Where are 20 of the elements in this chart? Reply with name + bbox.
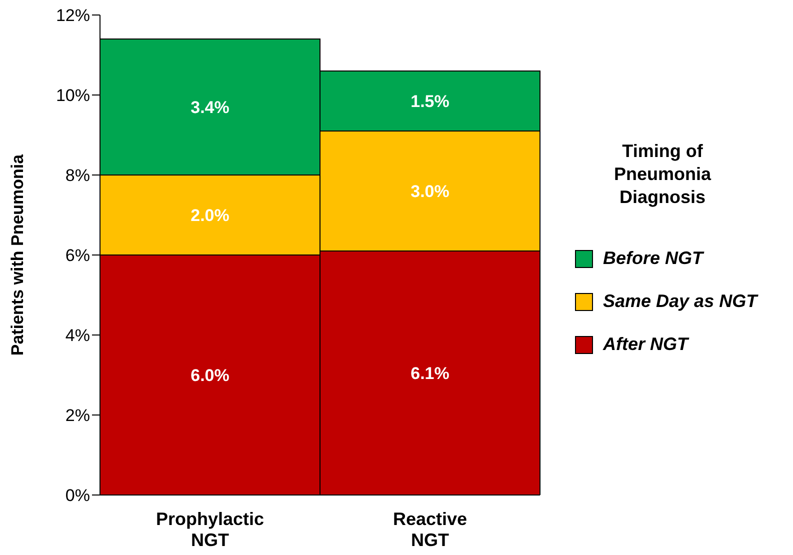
legend-title: Timing of Pneumonia Diagnosis <box>612 140 712 209</box>
data-label: 3.4% <box>190 98 230 117</box>
y-axis-title: Patients with Pneumonia <box>8 154 28 356</box>
data-label: 6.1% <box>410 364 450 383</box>
y-tick-label: 10% <box>56 86 90 106</box>
y-tick-label: 12% <box>56 6 90 26</box>
x-tick-label: Reactive NGT <box>392 509 468 550</box>
y-tick-label: 4% <box>65 326 90 346</box>
y-tick-label: 8% <box>65 166 90 186</box>
data-label: 1.5% <box>410 92 450 111</box>
y-tick-label: 6% <box>65 246 90 266</box>
legend-label: Same Day as NGT <box>603 291 758 312</box>
data-label: 2.0% <box>190 206 230 225</box>
legend-label: After NGT <box>603 334 688 355</box>
data-label: 6.0% <box>190 366 230 385</box>
y-tick-label: 2% <box>65 406 90 426</box>
y-tick-label: 0% <box>65 486 90 506</box>
data-label: 3.0% <box>410 182 450 201</box>
legend-label: Before NGT <box>603 248 704 269</box>
x-tick-label: Prophylactic NGT <box>156 509 264 550</box>
